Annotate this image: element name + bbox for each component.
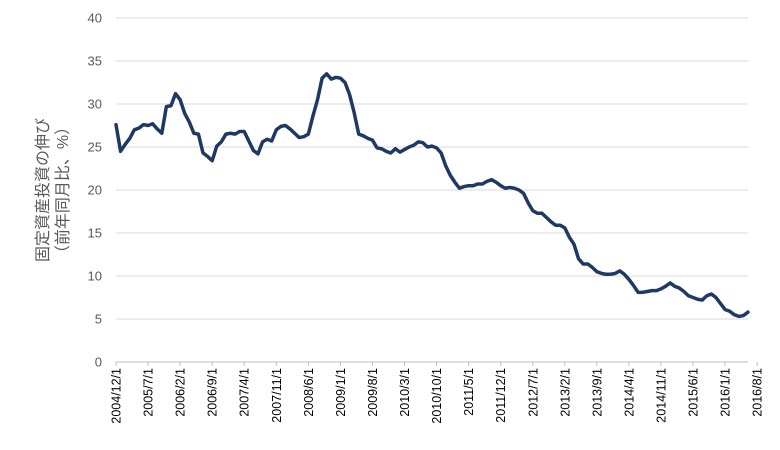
y-tick-label: 20 bbox=[88, 183, 102, 198]
y-tick-label: 30 bbox=[88, 97, 102, 112]
y-tick-label: 5 bbox=[95, 312, 102, 327]
x-tick-label: 2010/3/1 bbox=[398, 368, 412, 417]
x-tick-label: 2011/5/1 bbox=[462, 368, 476, 416]
x-tick-label: 2013/9/1 bbox=[590, 368, 604, 417]
y-tick-label: 10 bbox=[88, 269, 102, 284]
x-tick-label: 2011/12/1 bbox=[494, 368, 508, 423]
y-axis-label-line2: （前年同月比、%） bbox=[54, 119, 72, 261]
gridlines bbox=[116, 17, 748, 363]
x-tick-label: 2006/9/1 bbox=[206, 368, 220, 417]
x-tick-label: 2004/12/1 bbox=[110, 368, 124, 424]
y-tick-label: 40 bbox=[88, 11, 102, 26]
x-tick-label: 2013/2/1 bbox=[558, 368, 572, 417]
x-tick-label: 2014/11/1 bbox=[654, 368, 668, 423]
x-tick-label: 2010/10/1 bbox=[430, 368, 444, 424]
x-tick-label: 2007/11/1 bbox=[270, 368, 284, 423]
x-axis-tick-labels: 2004/12/1 2005/7/1 2006/2/1 2006/9/1 2007/4/… bbox=[110, 362, 765, 424]
x-tick-label: 2007/4/1 bbox=[238, 368, 252, 417]
x-tick-label: 2012/7/1 bbox=[526, 368, 540, 417]
x-tick-label: 2005/7/1 bbox=[142, 368, 156, 417]
x-tick-label: 2015/6/1 bbox=[687, 368, 701, 417]
x-tick-label: 2016/8/1 bbox=[751, 368, 765, 417]
y-axis-label-line1: 固定資産投資の伸び bbox=[34, 118, 52, 262]
y-tick-label: 25 bbox=[88, 140, 102, 155]
y-tick-label: 0 bbox=[95, 355, 102, 370]
y-tick-label: 15 bbox=[88, 226, 102, 241]
y-axis-tick-labels: 0 5 10 15 20 25 30 35 40 bbox=[88, 11, 102, 370]
x-tick-label: 2014/4/1 bbox=[622, 368, 636, 417]
x-tick-label: 2009/8/1 bbox=[366, 368, 380, 417]
x-tick-label: 2016/1/1 bbox=[719, 368, 733, 417]
y-tick-label: 35 bbox=[88, 54, 102, 69]
x-tick-label: 2008/6/1 bbox=[302, 368, 316, 417]
x-tick-label: 2009/1/1 bbox=[334, 368, 348, 417]
series-line bbox=[114, 72, 750, 319]
x-tick-label: 2006/2/1 bbox=[174, 368, 188, 417]
y-axis-label: 固定資産投資の伸び （前年同月比、%） bbox=[34, 118, 72, 262]
